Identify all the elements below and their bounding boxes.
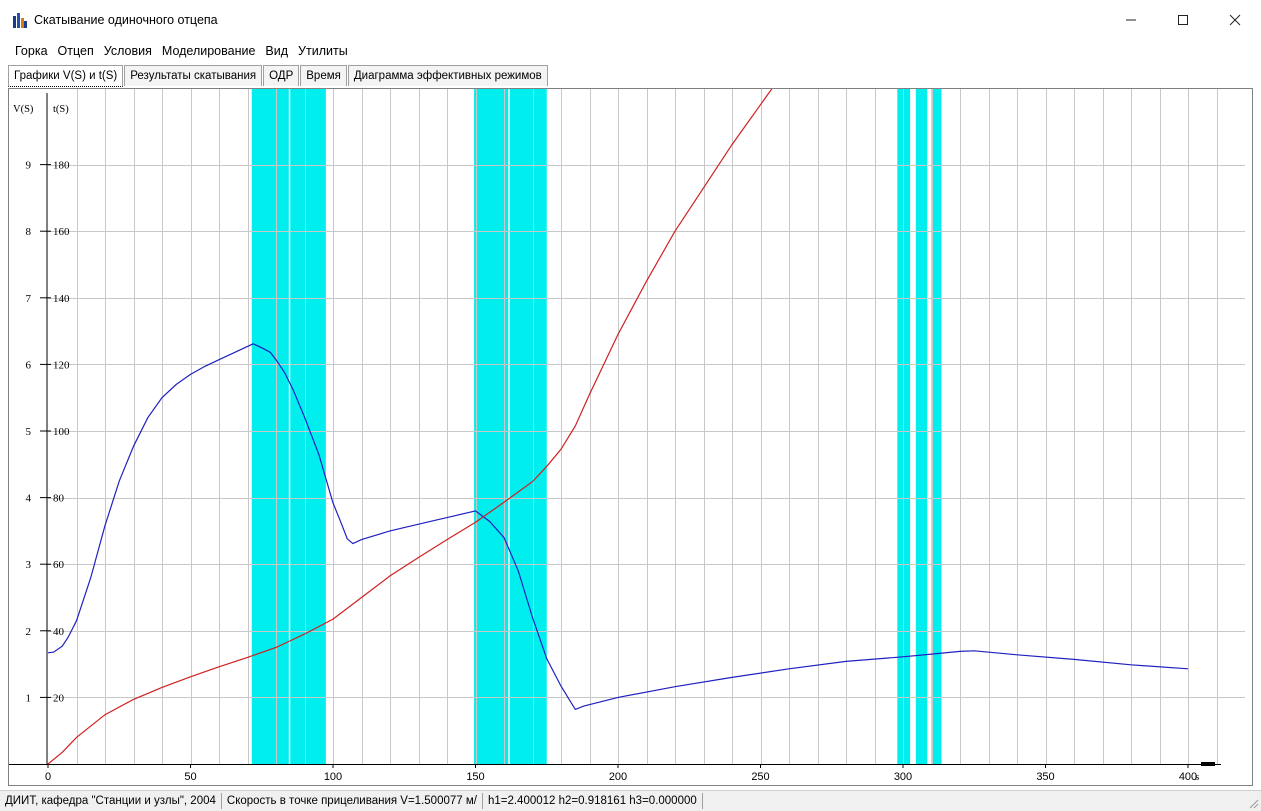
x-tick-label: 300 — [894, 771, 912, 783]
x-tick-label: 400 — [1179, 771, 1197, 783]
menu-usloviya[interactable]: Условия — [103, 44, 152, 58]
x-tick-label: 50 — [184, 771, 196, 783]
y-tick-label: 1 — [26, 692, 32, 704]
y2-tick-label: 40 — [53, 626, 65, 638]
x-tick-label: 150 — [466, 771, 484, 783]
close-icon — [1229, 14, 1241, 26]
y2-tick-label: 160 — [53, 226, 70, 238]
menu-bar: Горка Отцеп Условия Моделирование Вид Ут… — [0, 40, 1261, 62]
status-target-speed: Скорость в точке прицеливания V=1.500077… — [222, 793, 483, 809]
y-tick-label: 4 — [26, 493, 32, 505]
menu-otcep[interactable]: Отцеп — [57, 44, 94, 58]
x-axis-end-marker — [1201, 762, 1215, 766]
y-tick-label: 9 — [26, 160, 32, 172]
speed-series-line — [47, 343, 1189, 711]
y-tick-label: 7 — [26, 293, 32, 305]
y-axis-label: V(S) — [13, 104, 34, 115]
tab-odr[interactable]: ОДР — [263, 65, 300, 86]
highlight-band — [931, 89, 942, 764]
highlight-band — [915, 89, 928, 764]
x-tick-label: 200 — [609, 771, 627, 783]
close-button[interactable] — [1209, 0, 1261, 40]
tab-results[interactable]: Результаты скатывания — [124, 65, 263, 86]
y-tick-label: 8 — [26, 226, 32, 238]
resize-grip-icon[interactable] — [1247, 797, 1259, 809]
y2-axis-label: t(S) — [53, 104, 69, 115]
highlight-band — [509, 89, 547, 764]
x-tick-label: 350 — [1036, 771, 1054, 783]
menu-vid[interactable]: Вид — [265, 44, 289, 58]
minimize-icon — [1126, 19, 1136, 21]
x-axis-label: s — [1195, 771, 1199, 783]
x-tick-label: 0 — [45, 771, 51, 783]
menu-utility[interactable]: Утилиты — [298, 44, 348, 58]
x-tick-label: 100 — [324, 771, 342, 783]
y2-tick-label: 60 — [53, 559, 65, 571]
y2-tick-label: 140 — [53, 293, 70, 305]
maximize-icon — [1178, 15, 1188, 25]
menu-modelirovanie[interactable]: Моделирование — [161, 44, 256, 58]
status-heights: h1=2.400012 h2=0.918161 h3=0.000000 — [483, 793, 703, 809]
chart-panel: 0 50 100 150 200 250 300 350 400 1 20 2 40 3 60 4 80 5 100… — [8, 88, 1253, 786]
title-bar: Скатывание одиночного отцепа — [0, 0, 1261, 40]
y-tick-label: 3 — [26, 559, 32, 571]
y2-tick-label: 100 — [53, 426, 70, 438]
tab-efficiency-diagram[interactable]: Диаграмма эффективных режимов — [347, 65, 548, 86]
highlight-band — [474, 89, 509, 764]
app-icon — [13, 13, 27, 28]
y2-tick-label: 180 — [53, 160, 70, 172]
maximize-button[interactable] — [1157, 0, 1209, 40]
y2-tick-label: 20 — [53, 692, 65, 704]
highlight-band — [251, 89, 289, 764]
y2-tick-label: 80 — [53, 493, 65, 505]
minimize-button[interactable] — [1105, 0, 1157, 40]
x-tick-label: 250 — [751, 771, 769, 783]
menu-gorka[interactable]: Горка — [15, 44, 48, 58]
status-bar: ДИИТ, кафедра "Станции и узлы", 2004 Ско… — [0, 790, 1261, 811]
y2-tick-label: 120 — [53, 359, 70, 371]
y-tick-label: 6 — [26, 359, 32, 371]
y-tick-label: 2 — [26, 626, 32, 638]
tab-time[interactable]: Время — [300, 65, 347, 86]
tab-graphs[interactable]: Графики V(S) и t(S) — [8, 65, 124, 87]
tab-bar: Графики V(S) и t(S) Результаты скатывани… — [0, 62, 1261, 88]
time-series-line — [47, 89, 773, 765]
window-title: Скатывание одиночного отцепа — [34, 13, 218, 27]
status-author: ДИИТ, кафедра "Станции и узлы", 2004 — [0, 793, 222, 809]
y-tick-label: 5 — [26, 426, 32, 438]
